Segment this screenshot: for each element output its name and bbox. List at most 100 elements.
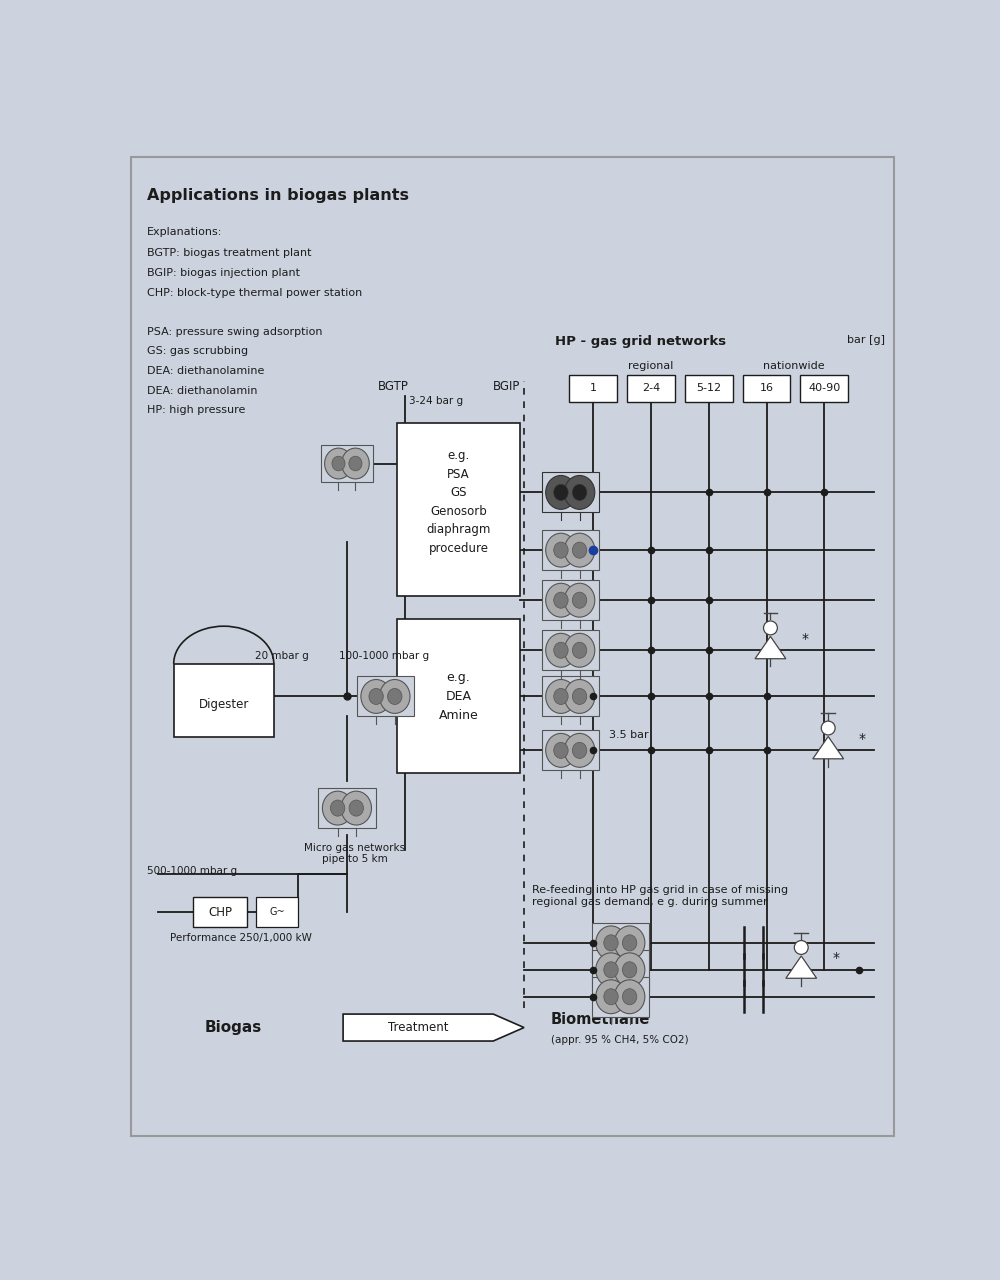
Text: 2-4: 2-4	[642, 384, 660, 393]
Ellipse shape	[622, 961, 637, 978]
Text: Performance 250/1,000 kW: Performance 250/1,000 kW	[170, 933, 312, 943]
Text: Treatment: Treatment	[388, 1021, 448, 1034]
Text: CHP: CHP	[208, 905, 232, 919]
Ellipse shape	[572, 689, 587, 704]
Ellipse shape	[614, 952, 645, 987]
FancyBboxPatch shape	[357, 676, 414, 717]
Text: bar [g]: bar [g]	[847, 334, 885, 344]
Text: regional: regional	[628, 361, 674, 371]
Text: 5-12: 5-12	[696, 384, 721, 393]
Ellipse shape	[546, 475, 576, 509]
Ellipse shape	[604, 988, 618, 1005]
Text: 3.5 bar: 3.5 bar	[609, 730, 648, 740]
Ellipse shape	[554, 689, 568, 704]
Text: 3-24 bar g: 3-24 bar g	[409, 396, 463, 406]
Text: (appr. 95 % CH4, 5% CO2): (appr. 95 % CH4, 5% CO2)	[551, 1036, 689, 1046]
FancyBboxPatch shape	[397, 424, 520, 596]
Text: DEA: diethanolamine: DEA: diethanolamine	[147, 366, 264, 376]
Ellipse shape	[546, 634, 576, 667]
Ellipse shape	[325, 448, 352, 479]
Ellipse shape	[604, 961, 618, 978]
Ellipse shape	[546, 680, 576, 713]
Text: 20 mbar g: 20 mbar g	[255, 650, 308, 660]
FancyBboxPatch shape	[743, 375, 790, 402]
Ellipse shape	[388, 689, 402, 704]
Text: 16: 16	[760, 384, 774, 393]
Ellipse shape	[596, 979, 626, 1014]
Polygon shape	[813, 736, 844, 759]
Text: Digester: Digester	[199, 698, 249, 710]
Text: Re-feeding into HP gas grid in case of missing
regional gas demand, e g. during : Re-feeding into HP gas grid in case of m…	[532, 884, 788, 906]
Ellipse shape	[330, 800, 345, 817]
Text: *: *	[832, 951, 839, 965]
FancyBboxPatch shape	[542, 472, 599, 512]
Text: 100-1000 mbar g: 100-1000 mbar g	[339, 650, 429, 660]
Ellipse shape	[546, 584, 576, 617]
Text: DEA: diethanolamin: DEA: diethanolamin	[147, 385, 257, 396]
Ellipse shape	[604, 934, 618, 951]
Ellipse shape	[572, 742, 587, 758]
Ellipse shape	[361, 680, 391, 713]
Text: PSA: pressure swing adsorption: PSA: pressure swing adsorption	[147, 326, 322, 337]
Ellipse shape	[342, 448, 369, 479]
FancyBboxPatch shape	[542, 676, 599, 717]
Ellipse shape	[794, 941, 808, 955]
FancyBboxPatch shape	[592, 977, 649, 1016]
Ellipse shape	[322, 791, 353, 826]
Text: e.g.
PSA
GS
Genosorb
diaphragm
procedure: e.g. PSA GS Genosorb diaphragm procedure	[426, 449, 491, 554]
Text: HP - gas grid networks: HP - gas grid networks	[555, 334, 726, 348]
Ellipse shape	[596, 952, 626, 987]
Text: e.g.
DEA
Amine: e.g. DEA Amine	[439, 671, 478, 722]
Text: BGIP: biogas injection plant: BGIP: biogas injection plant	[147, 268, 300, 278]
FancyBboxPatch shape	[569, 375, 617, 402]
Ellipse shape	[572, 643, 587, 658]
FancyBboxPatch shape	[193, 897, 247, 928]
Ellipse shape	[572, 484, 587, 500]
Text: CHP: block-type thermal power station: CHP: block-type thermal power station	[147, 288, 362, 297]
Ellipse shape	[564, 534, 595, 567]
FancyBboxPatch shape	[542, 630, 599, 671]
Ellipse shape	[622, 934, 637, 951]
Polygon shape	[343, 1014, 524, 1041]
FancyBboxPatch shape	[627, 375, 675, 402]
Text: *: *	[801, 632, 808, 645]
Text: Biomethane: Biomethane	[551, 1012, 650, 1027]
Text: HP: high pressure: HP: high pressure	[147, 406, 245, 416]
FancyBboxPatch shape	[318, 788, 376, 828]
Ellipse shape	[564, 680, 595, 713]
Ellipse shape	[564, 475, 595, 509]
FancyBboxPatch shape	[256, 897, 298, 928]
Ellipse shape	[622, 988, 637, 1005]
Text: nationwide: nationwide	[763, 361, 824, 371]
Text: 500-1000 mbar g: 500-1000 mbar g	[147, 867, 237, 877]
Text: BGTP: biogas treatment plant: BGTP: biogas treatment plant	[147, 248, 311, 259]
Ellipse shape	[341, 791, 372, 826]
Ellipse shape	[554, 593, 568, 608]
Text: G~: G~	[269, 908, 285, 916]
Ellipse shape	[369, 689, 383, 704]
Text: BGTP: BGTP	[378, 380, 409, 393]
Ellipse shape	[614, 925, 645, 960]
Polygon shape	[786, 956, 817, 978]
Ellipse shape	[554, 643, 568, 658]
Text: BGIP: BGIP	[493, 380, 521, 393]
Ellipse shape	[554, 742, 568, 758]
FancyBboxPatch shape	[542, 731, 599, 771]
Text: Biogas: Biogas	[205, 1020, 262, 1034]
FancyBboxPatch shape	[174, 664, 274, 737]
Ellipse shape	[349, 800, 363, 817]
FancyBboxPatch shape	[592, 950, 649, 989]
Ellipse shape	[564, 733, 595, 767]
Text: 40-90: 40-90	[808, 384, 840, 393]
Ellipse shape	[554, 484, 568, 500]
FancyBboxPatch shape	[542, 530, 599, 570]
Ellipse shape	[554, 543, 568, 558]
Ellipse shape	[380, 680, 410, 713]
Ellipse shape	[564, 584, 595, 617]
FancyBboxPatch shape	[542, 580, 599, 621]
Text: Explanations:: Explanations:	[147, 227, 222, 237]
Text: GS: gas scrubbing: GS: gas scrubbing	[147, 347, 248, 357]
Text: 1: 1	[590, 384, 597, 393]
Text: *: *	[859, 732, 866, 746]
Ellipse shape	[764, 621, 777, 635]
